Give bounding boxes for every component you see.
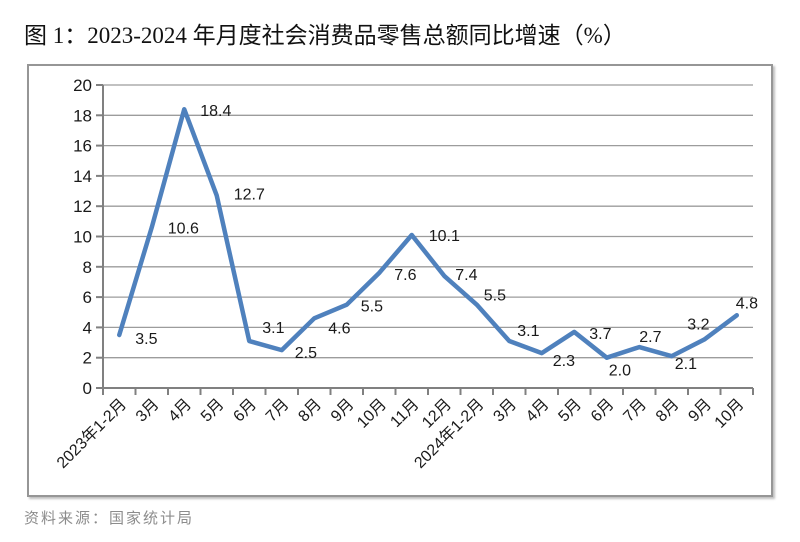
data-label: 10.1 <box>429 228 460 245</box>
x-tick-label: 5月 <box>555 396 585 426</box>
data-label: 7.4 <box>455 267 477 284</box>
data-label: 2.5 <box>295 345 317 362</box>
data-label: 3.1 <box>517 323 539 340</box>
x-tick-label: 7月 <box>620 396 650 426</box>
x-tick-label: 6月 <box>230 396 260 426</box>
x-tick-label: 9月 <box>685 396 715 426</box>
x-tick-label: 10月 <box>712 396 748 432</box>
chart-frame: 0 2 4 6 8 10 12 14 16 18 20 2023年1-2月 3月 4月 5月 6月 7月 8月 9月… <box>27 64 773 497</box>
x-tick-label: 3月 <box>490 396 520 426</box>
y-tick-label: 10 <box>73 228 92 247</box>
data-label: 2.0 <box>609 363 631 380</box>
y-tick-label: 16 <box>73 137 92 156</box>
y-tick-label: 12 <box>73 197 92 216</box>
data-label: 4.8 <box>736 295 758 312</box>
y-tick-label: 14 <box>73 167 92 186</box>
data-label: 5.5 <box>484 288 506 305</box>
data-label: 2.7 <box>639 329 661 346</box>
y-tick-label: 0 <box>83 379 92 398</box>
x-tick-label: 10月 <box>354 396 390 432</box>
x-tick-label: 8月 <box>653 396 683 426</box>
x-tick-label: 3月 <box>133 396 163 426</box>
data-label: 3.7 <box>589 326 611 343</box>
x-tick-label: 6月 <box>588 396 618 426</box>
data-label: 3.5 <box>135 331 157 348</box>
x-tick-label: 7月 <box>263 396 293 426</box>
y-tick-label: 8 <box>83 258 92 277</box>
y-tick-label: 6 <box>83 288 92 307</box>
x-tick-label: 5月 <box>198 396 228 426</box>
data-label: 12.7 <box>234 187 265 204</box>
data-label: 7.6 <box>394 267 416 284</box>
y-tick-label: 2 <box>83 349 92 368</box>
data-label: 5.5 <box>361 299 383 316</box>
data-label: 18.4 <box>200 103 231 120</box>
y-tick-label: 20 <box>73 76 92 95</box>
data-label: 10.6 <box>168 220 199 237</box>
x-tick-label: 4月 <box>523 396 553 426</box>
x-tick-label: 9月 <box>328 396 358 426</box>
figure-title: 图 1：2023-2024 年月度社会消费品零售总额同比增速（%） <box>24 23 626 48</box>
data-label: 2.1 <box>675 356 697 373</box>
data-label: 4.6 <box>328 320 350 337</box>
source-note: 资料来源：国家统计局 <box>24 511 195 527</box>
series-line <box>117 106 739 360</box>
y-tick-label: 18 <box>73 106 92 125</box>
y-tick-label: 4 <box>83 318 92 337</box>
data-label: 3.1 <box>262 320 284 337</box>
x-tick-label: 4月 <box>165 396 195 426</box>
x-tick-label: 8月 <box>295 396 325 426</box>
x-tick-label: 11月 <box>387 396 422 431</box>
data-label: 2.3 <box>553 353 575 370</box>
data-label: 3.2 <box>687 317 709 334</box>
x-tick-label: 2023年1-2月 <box>53 395 130 472</box>
